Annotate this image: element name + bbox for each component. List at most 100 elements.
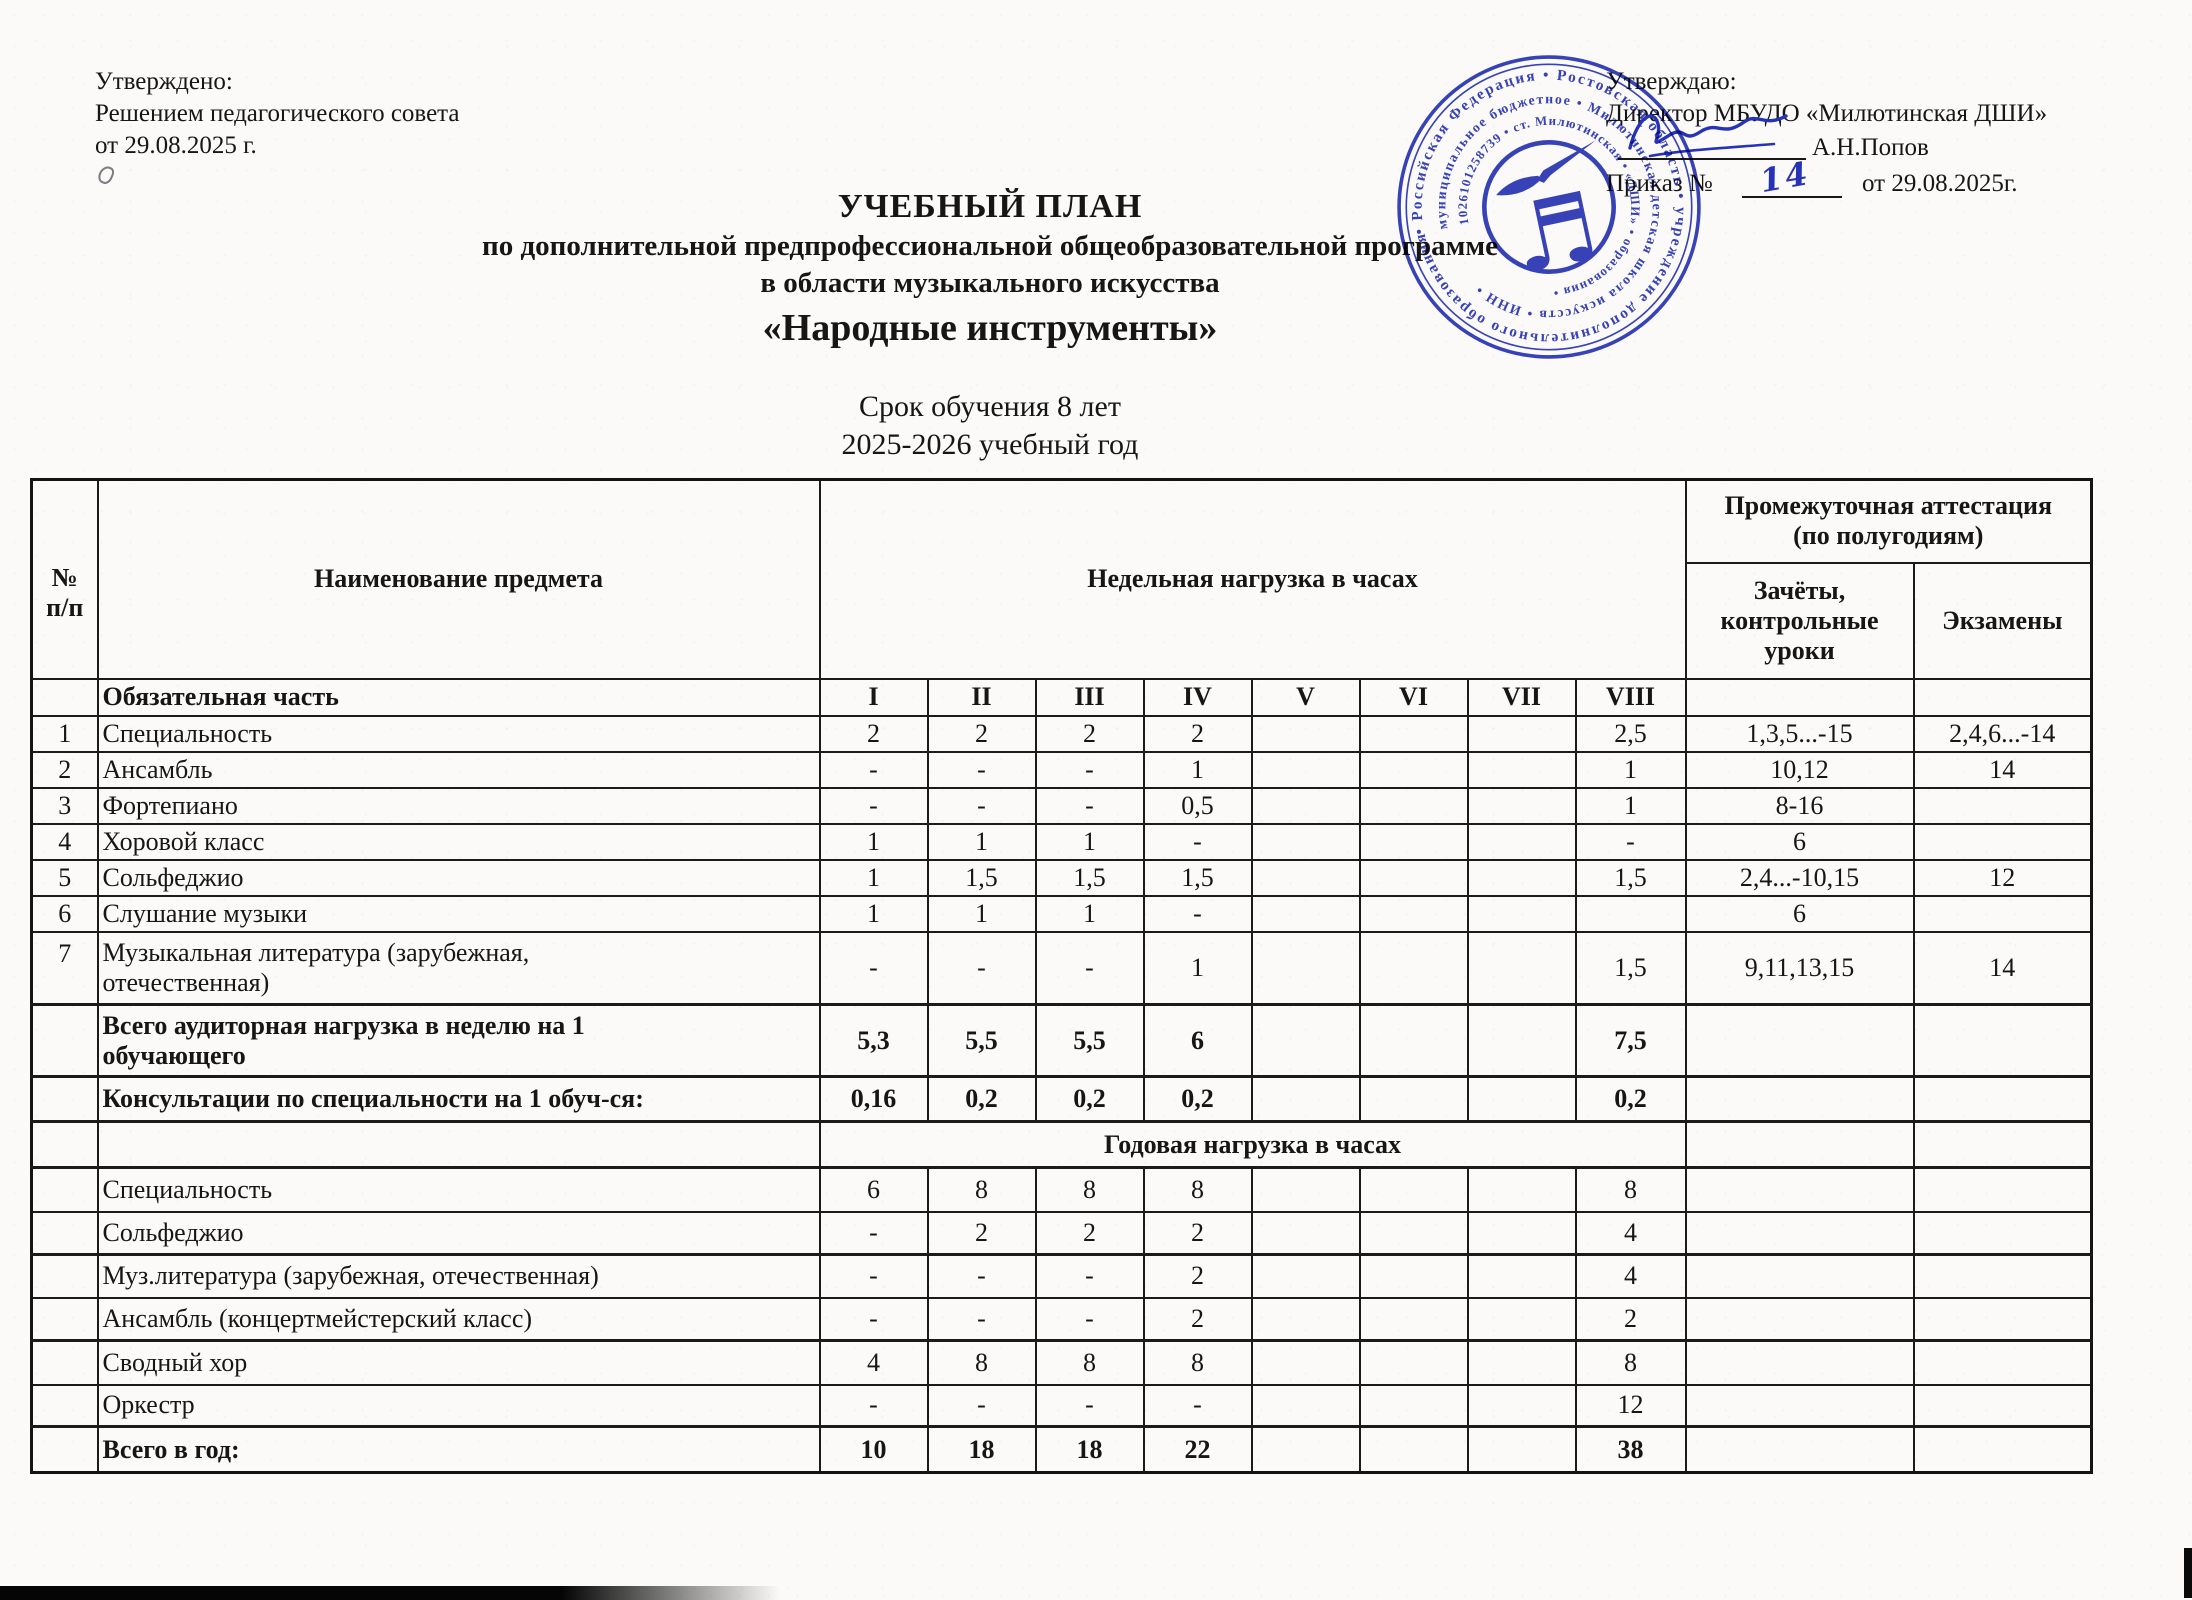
study-term: Срок обучения 8 лет (859, 390, 1121, 423)
value-cell (1250, 1003, 1361, 1078)
value-cell (1358, 1339, 1469, 1386)
table-row: 1 Специальность 2 2 2 2 2,5 1,3,5...-15 … (30, 714, 2093, 753)
col-header-attestation: Промежуточная аттестация (по полугодиям) (1684, 478, 2093, 564)
cell (1912, 1253, 2093, 1299)
cell (1684, 1210, 1915, 1256)
exams-cell: 2,4,6...-14 (1912, 714, 2093, 753)
value-cell (1358, 1210, 1469, 1256)
value-cell: 8 (1574, 1166, 1687, 1213)
value-cell: - (1142, 1383, 1253, 1428)
subject-cell: Сольфеджио (96, 1210, 821, 1256)
value-cell (1358, 714, 1469, 753)
program-name: «Народные инструменты» (762, 307, 1218, 349)
value-cell (1466, 1210, 1577, 1256)
cell (1684, 1425, 1915, 1474)
cell (30, 1003, 99, 1078)
value-cell: - (1034, 1383, 1145, 1428)
value-cell: 6 (1142, 1003, 1253, 1078)
value-cell (1358, 1075, 1469, 1123)
value-cell: 1 (926, 894, 1037, 933)
annual-section-header-row: Годовая нагрузка в часах (30, 1120, 2093, 1169)
value-cell: 2 (1142, 1253, 1253, 1299)
value-cell (1466, 822, 1577, 861)
value-cell (1466, 1296, 1577, 1342)
value-cell: - (926, 750, 1037, 789)
value-cell: 6 (818, 1166, 929, 1213)
exams-cell (1912, 786, 2093, 825)
value-cell: - (1142, 894, 1253, 933)
official-round-stamp: • Российская Федерация • Ростовская обла… (1366, 24, 1715, 377)
cell (30, 677, 99, 717)
value-cell: 2 (1034, 1210, 1145, 1256)
signature-scribble (1628, 114, 1788, 158)
value-cell (1250, 894, 1361, 933)
value-cell: 10 (818, 1425, 929, 1474)
value-cell (1250, 1339, 1361, 1386)
order-date: от 29.08.2025г. (1862, 170, 2018, 197)
subject-cell: Слушание музыки (96, 894, 821, 933)
signatory-name: А.Н.Попов (1812, 134, 1929, 161)
subject-cell: Оркестр (96, 1383, 821, 1428)
consultations-label: Консультации по специальности на 1 обуч-… (96, 1075, 821, 1123)
value-cell (1466, 894, 1577, 933)
value-cell: 1,5 (1142, 858, 1253, 897)
value-cell (1466, 1339, 1577, 1386)
value-cell: - (1034, 1296, 1145, 1342)
tests-cell: 10,12 (1684, 750, 1915, 789)
value-cell (1250, 786, 1361, 825)
row-num-cell: 7 (30, 930, 99, 1006)
curriculum-table: № п/п Наименование предмета Недельная на… (30, 478, 2094, 1474)
table-row: Ансамбль (концертмейстерский класс) - - … (30, 1296, 2093, 1342)
exams-cell (1912, 894, 2093, 933)
cell (1684, 1253, 1915, 1299)
grade-col-VIII: VIII (1574, 677, 1687, 717)
consultations-row: Консультации по специальности на 1 обуч-… (30, 1075, 2093, 1123)
annual-section-title: Годовая нагрузка в часах (818, 1120, 1687, 1169)
value-cell: - (926, 930, 1037, 1006)
grade-col-VI: VI (1358, 677, 1469, 717)
value-cell: 1,5 (1574, 930, 1687, 1006)
value-cell: 8 (926, 1339, 1037, 1386)
value-cell (1466, 1075, 1577, 1123)
value-cell: 4 (1574, 1210, 1687, 1256)
subject-cell: Музыкальная литература (зарубежная, отеч… (96, 930, 821, 1006)
value-cell: 18 (1034, 1425, 1145, 1474)
cell (1684, 1296, 1915, 1342)
cell (1912, 1166, 2093, 1213)
value-cell (1358, 786, 1469, 825)
cell (96, 1120, 821, 1169)
value-cell: 0,5 (1142, 786, 1253, 825)
value-cell: - (926, 1253, 1037, 1299)
value-cell: - (926, 1383, 1037, 1428)
cell (1684, 1120, 1915, 1169)
value-cell: 4 (818, 1339, 929, 1386)
value-cell (1358, 750, 1469, 789)
scan-artifact-bottom-bar (0, 1586, 780, 1600)
value-cell (1358, 1296, 1469, 1342)
value-cell: - (818, 1296, 929, 1342)
value-cell (1250, 750, 1361, 789)
cell (1684, 1003, 1915, 1078)
value-cell (1358, 930, 1469, 1006)
section-label: Обязательная часть (96, 677, 821, 717)
approval-left-block: Утверждено: Решением педагогического сов… (95, 66, 460, 162)
value-cell (1358, 1425, 1469, 1474)
value-cell (1250, 1210, 1361, 1256)
cell (1684, 1075, 1915, 1123)
value-cell (1250, 1383, 1361, 1428)
grade-col-III: III (1034, 677, 1145, 717)
value-cell: - (1574, 822, 1687, 861)
value-cell (1466, 1003, 1577, 1078)
value-cell: 8 (1034, 1166, 1145, 1213)
table-row: Специальность 6 8 8 8 8 (30, 1166, 2093, 1213)
subject-cell: Сольфеджио (96, 858, 821, 897)
value-cell: 1 (1034, 894, 1145, 933)
value-cell: 2 (1142, 1210, 1253, 1256)
value-cell: - (818, 750, 929, 789)
cell (1684, 677, 1915, 717)
cell (1912, 1383, 2093, 1428)
value-cell: 1,5 (1034, 858, 1145, 897)
value-cell: - (818, 1210, 929, 1256)
cell (30, 1253, 99, 1299)
